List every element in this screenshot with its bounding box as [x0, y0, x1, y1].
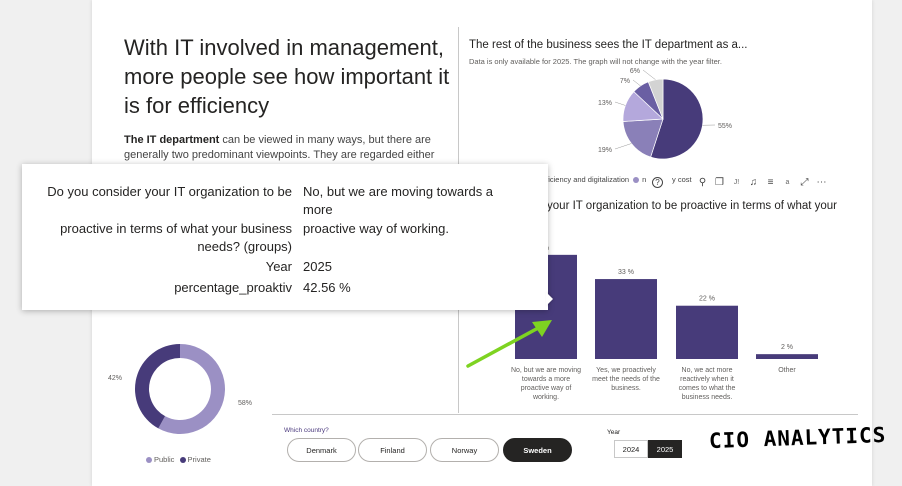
bar-category-label-3-3: comes to what the — [679, 385, 736, 392]
bar-category-label-2-1: Yes, we proactively — [596, 367, 656, 374]
donut-label-public: 58% — [238, 400, 252, 407]
pie-leader-2 — [614, 143, 632, 150]
pie-label-3: 13% — [598, 100, 612, 107]
filter-icon[interactable]: ≡ — [767, 177, 774, 188]
tooltip-value-1: No, but we are moving towards a more — [303, 184, 494, 217]
donut-legend-public: Public — [154, 455, 175, 464]
bar-category-label-1-2: towards a more — [522, 376, 570, 383]
tooltip-row-1: Do you consider your IT organization to … — [22, 183, 548, 219]
tooltip-label-1: Do you consider your IT organization to … — [47, 184, 292, 199]
pin-icon[interactable]: ⚲ — [698, 177, 707, 188]
pie-label-1: 55% — [718, 123, 732, 130]
public-legend-dot-icon — [146, 457, 152, 464]
bar-category-label-1-4: working. — [532, 394, 559, 401]
bar-category-label-3-2: reactively when it — [680, 376, 734, 383]
private-legend-dot-icon — [179, 457, 186, 464]
focus-mode-icon[interactable]: ⤢ — [800, 177, 809, 188]
annotation-arrow-shaft — [466, 325, 542, 368]
copy-icon[interactable]: ❐ — [715, 177, 724, 188]
page-headline: With IT involved in management, more peo… — [124, 35, 450, 118]
bar-value-label-3: 22 % — [699, 296, 715, 303]
donut-legend-private: Private — [187, 455, 211, 464]
donut-slice-private — [134, 344, 180, 429]
donut-slice-public — [158, 344, 225, 434]
more-options-icon[interactable]: ⋯ — [816, 177, 827, 188]
pie-legend-item-1: efficiency and digitalization — [540, 175, 630, 184]
bar-category-label-1-1: No, but we are moving — [511, 367, 581, 374]
legend-dot-icon — [633, 177, 640, 184]
bar-4 — [756, 354, 818, 359]
data-tooltip: Do you consider your IT organization to … — [22, 164, 548, 310]
bar-value-label-2: 33 % — [618, 269, 634, 276]
pie-leader-4 — [632, 79, 641, 87]
tooltip-value-2: proactive way of working. — [303, 221, 449, 236]
donut-label-private: 42% — [108, 375, 122, 382]
pie-label-2: 19% — [598, 147, 612, 154]
horizontal-divider — [272, 414, 858, 415]
tooltip-value-3: 2025 — [303, 259, 332, 274]
country-pill-sweden[interactable]: Sweden — [503, 438, 572, 462]
pie-legend: efficiency and digitalization n — [540, 175, 646, 184]
bar-2 — [595, 279, 657, 359]
toolbar-text-1: J! — [733, 179, 740, 186]
pie-chart-title: The rest of the business sees the IT dep… — [469, 39, 748, 51]
pie-label-4: 7% — [620, 78, 630, 85]
pie-leader-5 — [642, 69, 656, 80]
pie-chart-subtitle: Data is only available for 2025. The gra… — [469, 57, 722, 66]
bar-3 — [676, 305, 738, 359]
intro-text: The IT department can be viewed in many … — [124, 133, 444, 163]
visual-toolbar: ? ⚲ ❐ J! ♫ ≡ a ⤢ ⋯ — [652, 177, 827, 188]
pie-slice-1 — [650, 78, 704, 160]
country-pill-finland[interactable]: Finland — [358, 438, 427, 462]
country-pill-denmark[interactable]: Denmark — [287, 438, 356, 462]
bar-chart-title: r your IT organization to be proactive i… — [540, 200, 838, 212]
country-pill-norway[interactable]: Norway — [430, 438, 499, 462]
tooltip-pointer — [546, 292, 553, 306]
bar-category-label-2-2: meet the needs of the — [592, 376, 660, 383]
pie-slice-2 — [622, 118, 664, 158]
tooltip-label-2: proactive in terms of what your business… — [60, 221, 292, 254]
toolbar-text-2: a — [785, 179, 790, 186]
pie-legend-item-2: n — [642, 175, 647, 184]
intro-rest: can be viewed in many ways, but there ar… — [124, 134, 435, 161]
bar-category-label-3-1: No, we act more — [682, 367, 733, 374]
donut-legend: Public Private — [146, 455, 211, 464]
tooltip-row-2: proactive in terms of what your business… — [22, 220, 548, 256]
year-option-2025[interactable]: 2025 — [648, 440, 682, 458]
tooltip-label-4: percentage_proaktiv — [174, 280, 292, 295]
pie-legend-item-3: y cost — [672, 175, 692, 184]
pie-leader-3 — [614, 101, 626, 106]
country-filter-label: Which country? — [284, 427, 329, 434]
bar-category-label-1-3: proactive way of — [521, 385, 572, 392]
help-icon[interactable]: ? — [652, 177, 663, 188]
intro-bold: The IT department — [124, 134, 220, 146]
tooltip-row-3: Year 2025 — [22, 258, 548, 276]
bar-category-label-4-1: Other — [778, 367, 796, 374]
bar-category-label-2-3: business. — [611, 385, 641, 392]
year-filter-label: Year — [607, 429, 621, 436]
pie-label-5: 6% — [630, 68, 640, 75]
annotation-arrow-head — [532, 320, 552, 337]
bar-category-label-3-4: business needs. — [682, 394, 733, 401]
notification-icon[interactable]: ♫ — [749, 177, 758, 188]
tooltip-label-3: Year — [265, 259, 292, 274]
bar-value-label-4: 2 % — [781, 344, 793, 351]
tooltip-value-4: 42.56 % — [303, 280, 351, 295]
year-option-2024[interactable]: 2024 — [614, 440, 648, 458]
tooltip-row-4: percentage_proaktiv 42.56 % — [22, 279, 548, 297]
